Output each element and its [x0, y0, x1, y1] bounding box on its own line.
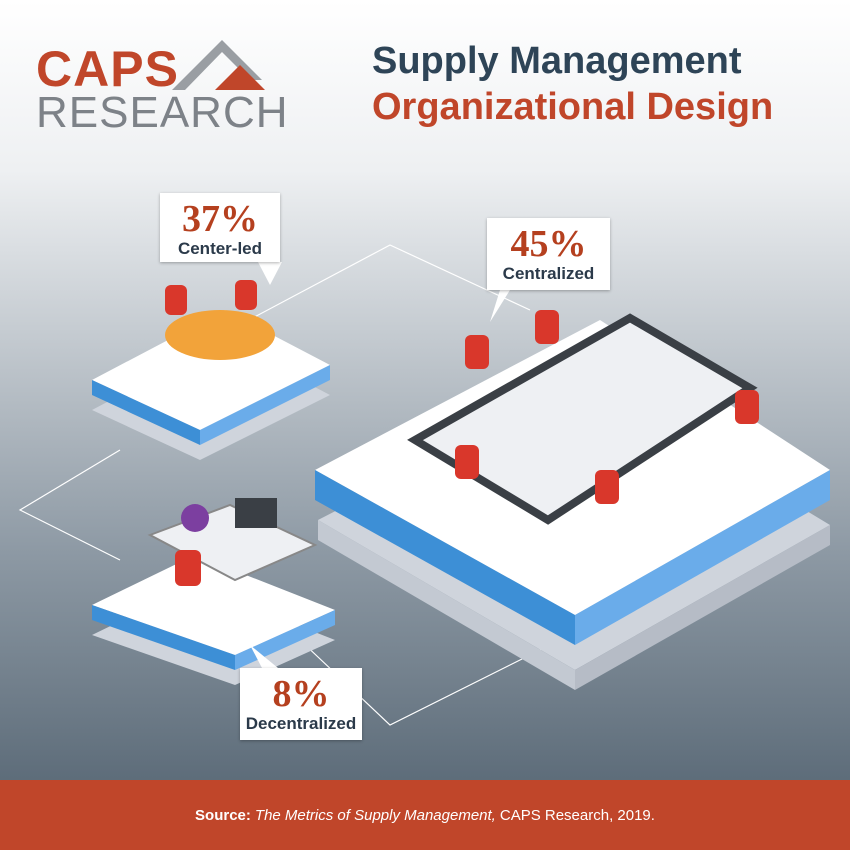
- callout-label: Center-led: [177, 239, 263, 258]
- callout: 8% Decentralized: [240, 668, 362, 740]
- callout-value: 8%: [272, 673, 330, 715]
- footer-work: The Metrics of Supply Management,: [254, 806, 496, 824]
- footer-label: Source:: [195, 806, 251, 824]
- footer: Source: The Metrics of Supply Management…: [0, 780, 850, 850]
- logo-research: RESEARCH: [36, 88, 289, 137]
- subtitle: Organizational Design: [372, 86, 774, 128]
- logo-caps: CAPS: [36, 41, 179, 97]
- callout: 37% Center-led: [160, 193, 280, 262]
- callout-value: 45%: [510, 223, 587, 265]
- footer-rest: CAPS Research, 2019.: [499, 806, 655, 824]
- title: Supply Management: [372, 40, 742, 82]
- callout: 45% Centralized: [487, 218, 610, 290]
- callout-label: Centralized: [502, 264, 595, 283]
- callout-value: 37%: [182, 198, 258, 240]
- callout-label: Decentralized: [245, 714, 357, 733]
